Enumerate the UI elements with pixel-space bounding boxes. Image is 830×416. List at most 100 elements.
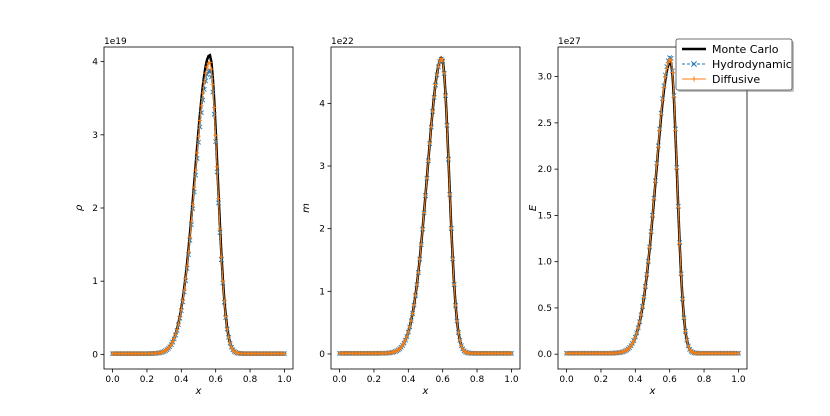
- y-tick-label: 0: [319, 350, 325, 360]
- legend-label: Diffusive: [712, 73, 760, 86]
- x-tick-label: 1.0: [277, 375, 292, 385]
- data-point: [413, 293, 418, 298]
- data-point: [189, 218, 194, 224]
- y-offset-label: 1e19: [104, 37, 127, 47]
- data-point: [447, 191, 453, 197]
- data-point: [670, 70, 675, 75]
- legend-item-diffusive: Diffusive: [682, 73, 760, 86]
- data-point: [183, 276, 188, 281]
- x-tick-label: 0.0: [559, 375, 574, 385]
- x-tick-label: 0.0: [105, 375, 120, 385]
- data-point: [416, 270, 421, 275]
- x-tick-label: 0.2: [367, 375, 381, 385]
- series-line: [566, 60, 739, 355]
- data-point: [202, 79, 207, 85]
- data-point: [635, 325, 641, 331]
- data-point: [177, 315, 183, 320]
- y-tick-label: 2.0: [538, 165, 553, 175]
- data-point: [406, 329, 411, 335]
- data-point: [431, 94, 437, 100]
- y-tick-label: 3: [92, 131, 98, 141]
- data-point: [657, 128, 662, 133]
- data-point: [633, 335, 638, 340]
- data-point: [446, 156, 451, 161]
- series-monte-carlo: [339, 55, 512, 355]
- data-point: [427, 140, 432, 146]
- data-point: [673, 128, 678, 133]
- data-point: [450, 256, 455, 261]
- data-point: [429, 124, 434, 129]
- y-tick-label: 0: [92, 350, 98, 360]
- chart-panel-1: 0.0 0.2 0.4 0.6 0.8 1.0 0 1 2 3 4 1e19 x ρ: [74, 37, 294, 397]
- chart-panel-3: 0.0 0.2 0.4 0.6 0.8 1.0 0.0 0.5 1.0 1.5 2.0 2.5 3.0 1…: [528, 37, 748, 397]
- x-tick-label: 0.4: [174, 375, 189, 385]
- data-point: [651, 196, 657, 202]
- data-point: [195, 139, 202, 145]
- data-point: [214, 164, 220, 169]
- data-point: [441, 70, 447, 75]
- x-axis-label: x: [422, 386, 429, 397]
- x-tick-label: 0.6: [436, 375, 451, 385]
- data-point: [628, 343, 634, 348]
- data-point: [203, 70, 208, 76]
- data-point: [424, 175, 430, 181]
- data-point: [169, 342, 174, 347]
- data-point: [204, 64, 210, 70]
- x-tick-label: 1.0: [731, 375, 746, 385]
- data-point: [456, 330, 461, 335]
- data-point: [678, 272, 684, 277]
- data-point: [212, 105, 217, 110]
- data-point: [631, 338, 637, 343]
- data-point: [661, 85, 667, 90]
- data-point: [640, 304, 645, 310]
- data-point: [200, 90, 205, 96]
- data-point: [457, 338, 463, 343]
- data-point: [410, 311, 415, 316]
- series-monte-carlo: [112, 53, 285, 355]
- data-point: [408, 318, 414, 323]
- y-tick-label: 1: [319, 287, 325, 297]
- data-point: [181, 287, 187, 293]
- axes-frame: [557, 46, 748, 370]
- data-point: [683, 329, 688, 334]
- data-point: [219, 254, 224, 260]
- data-point: [190, 202, 195, 207]
- data-point: [434, 72, 440, 77]
- data-point: [440, 58, 445, 63]
- data-point: [430, 108, 435, 114]
- x-axis-label: x: [195, 386, 202, 397]
- data-point: [664, 66, 670, 71]
- data-point: [197, 124, 203, 130]
- data-point: [282, 351, 287, 356]
- data-point: [229, 344, 234, 350]
- legend: Monte Carlo Hydrodynamic Diffusive: [675, 38, 794, 92]
- data-point: [217, 227, 223, 232]
- data-point: [226, 334, 231, 340]
- series-line: [112, 61, 285, 355]
- x-axis-label: x: [649, 386, 656, 397]
- legend-item-hydrodynamic: Hydrodynamic: [682, 58, 792, 71]
- data-point: [444, 122, 450, 127]
- data-point: [223, 314, 228, 319]
- y-tick-label: 0.0: [538, 350, 553, 360]
- y-tick-label: 3.0: [538, 73, 553, 83]
- y-tick-label: 2: [319, 225, 325, 235]
- data-point: [208, 74, 214, 80]
- data-point: [453, 303, 458, 308]
- data-point: [736, 351, 741, 356]
- series-diffusive: [110, 60, 287, 356]
- x-tick-label: 0.4: [628, 375, 643, 385]
- data-point: [641, 295, 647, 300]
- data-point: [676, 205, 681, 210]
- data-point: [451, 282, 457, 287]
- data-point: [407, 324, 412, 330]
- chart-panel-2: 0.0 0.2 0.4 0.6 0.8 1.0 0 1 2 3 4 1e22 x m: [301, 37, 521, 397]
- data-point: [403, 337, 408, 343]
- x-tick-label: 0.8: [470, 375, 485, 385]
- data-point: [509, 351, 514, 356]
- y-tick-label: 1.5: [538, 211, 552, 221]
- data-point: [658, 112, 664, 117]
- data-point: [443, 92, 448, 98]
- series-line: [339, 55, 512, 355]
- data-point: [433, 82, 438, 87]
